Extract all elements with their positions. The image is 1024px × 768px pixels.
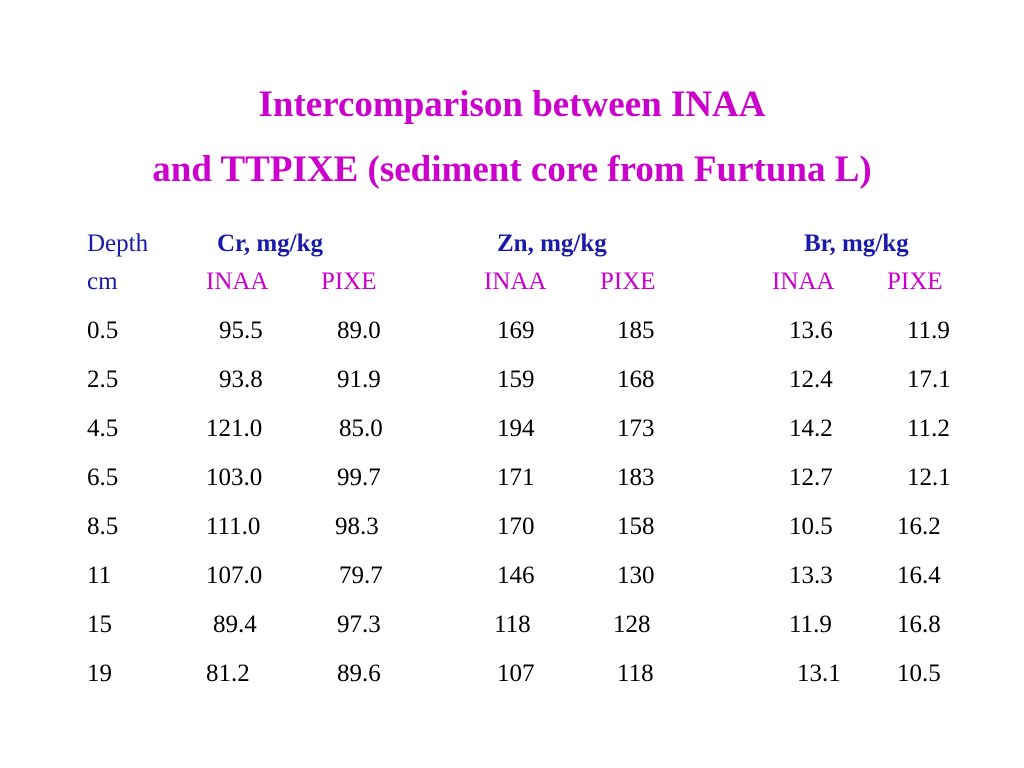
- table-cell: 13.6: [789, 317, 833, 344]
- table-cell: 107.0: [206, 562, 263, 589]
- table-cell: 10.5: [789, 513, 833, 540]
- table-cell: 185: [617, 317, 655, 344]
- table-cell: 99.7: [337, 464, 381, 491]
- cr-inaa-subheader: INAA: [206, 268, 269, 295]
- table-cell: 183: [617, 464, 655, 491]
- table-cell: 11.2: [907, 415, 950, 442]
- table-cell: 97.3: [337, 611, 381, 638]
- table-cell: 10.5: [897, 660, 941, 687]
- table-cell: 2.5: [87, 366, 119, 393]
- table-cell: 103.0: [206, 464, 263, 491]
- table-cell: 146: [497, 562, 535, 589]
- table-cell: 171: [497, 464, 535, 491]
- table-cell: 168: [617, 366, 655, 393]
- table-cell: 12.1: [907, 464, 951, 491]
- table-cell: 15: [87, 611, 112, 638]
- depth-unit-label: cm: [87, 268, 118, 295]
- table-cell: 16.8: [897, 611, 941, 638]
- zn-column-header: Zn, mg/kg: [497, 230, 607, 257]
- br-column-header: Br, mg/kg: [804, 230, 909, 257]
- table-cell: 130: [617, 562, 655, 589]
- table-cell: 194: [497, 415, 535, 442]
- table-cell: 13.3: [789, 562, 833, 589]
- depth-column-header: Depth: [87, 230, 149, 257]
- table-cell: 81.2: [206, 660, 250, 687]
- table-cell: 11.9: [907, 317, 950, 344]
- table-cell: 89.0: [337, 317, 381, 344]
- table-cell: 11: [87, 562, 112, 589]
- table-cell: 107: [497, 660, 535, 687]
- table-cell: 19: [87, 660, 112, 687]
- table-cell: 169: [497, 317, 535, 344]
- table-cell: 0.5: [87, 317, 119, 344]
- slide-title-line-1: Intercomparison between INAA: [258, 84, 766, 125]
- zn-inaa-subheader: INAA: [484, 268, 547, 295]
- table-cell: 118: [494, 611, 531, 638]
- table-cell: 173: [617, 415, 655, 442]
- table-cell: 121.0: [206, 415, 263, 442]
- br-inaa-subheader: INAA: [772, 268, 835, 295]
- table-cell: 17.1: [907, 366, 951, 393]
- table-cell: 91.9: [337, 366, 381, 393]
- table-cell: 128: [613, 611, 651, 638]
- table-cell: 98.3: [335, 513, 379, 540]
- table-cell: 16.4: [897, 562, 941, 589]
- table-cell: 93.8: [219, 366, 263, 393]
- table-cell: 118: [617, 660, 654, 687]
- table-cell: 11.9: [789, 611, 832, 638]
- table-cell: 12.7: [789, 464, 833, 491]
- table-cell: 4.5: [87, 415, 119, 442]
- table-cell: 95.5: [219, 317, 263, 344]
- table-cell: 6.5: [87, 464, 119, 491]
- table-cell: 85.0: [339, 415, 383, 442]
- table-cell: 16.2: [897, 513, 941, 540]
- table-cell: 89.6: [337, 660, 381, 687]
- table-cell: 8.5: [87, 513, 119, 540]
- slide-title-line-2: and TTPIXE (sediment core from Furtuna L…: [152, 149, 872, 190]
- table-cell: 111.0: [206, 513, 261, 540]
- table-cell: 159: [497, 366, 535, 393]
- cr-pixe-subheader: PIXE: [321, 268, 377, 295]
- zn-pixe-subheader: PIXE: [600, 268, 656, 295]
- cr-column-header: Cr, mg/kg: [217, 230, 324, 257]
- br-pixe-subheader: PIXE: [887, 268, 943, 295]
- table-cell: 158: [617, 513, 655, 540]
- table-cell: 12.4: [789, 366, 833, 393]
- table-cell: 170: [497, 513, 535, 540]
- table-cell: 89.4: [213, 611, 257, 638]
- table-cell: 13.1: [797, 660, 841, 687]
- table-cell: 79.7: [339, 562, 383, 589]
- table-cell: 14.2: [789, 415, 833, 442]
